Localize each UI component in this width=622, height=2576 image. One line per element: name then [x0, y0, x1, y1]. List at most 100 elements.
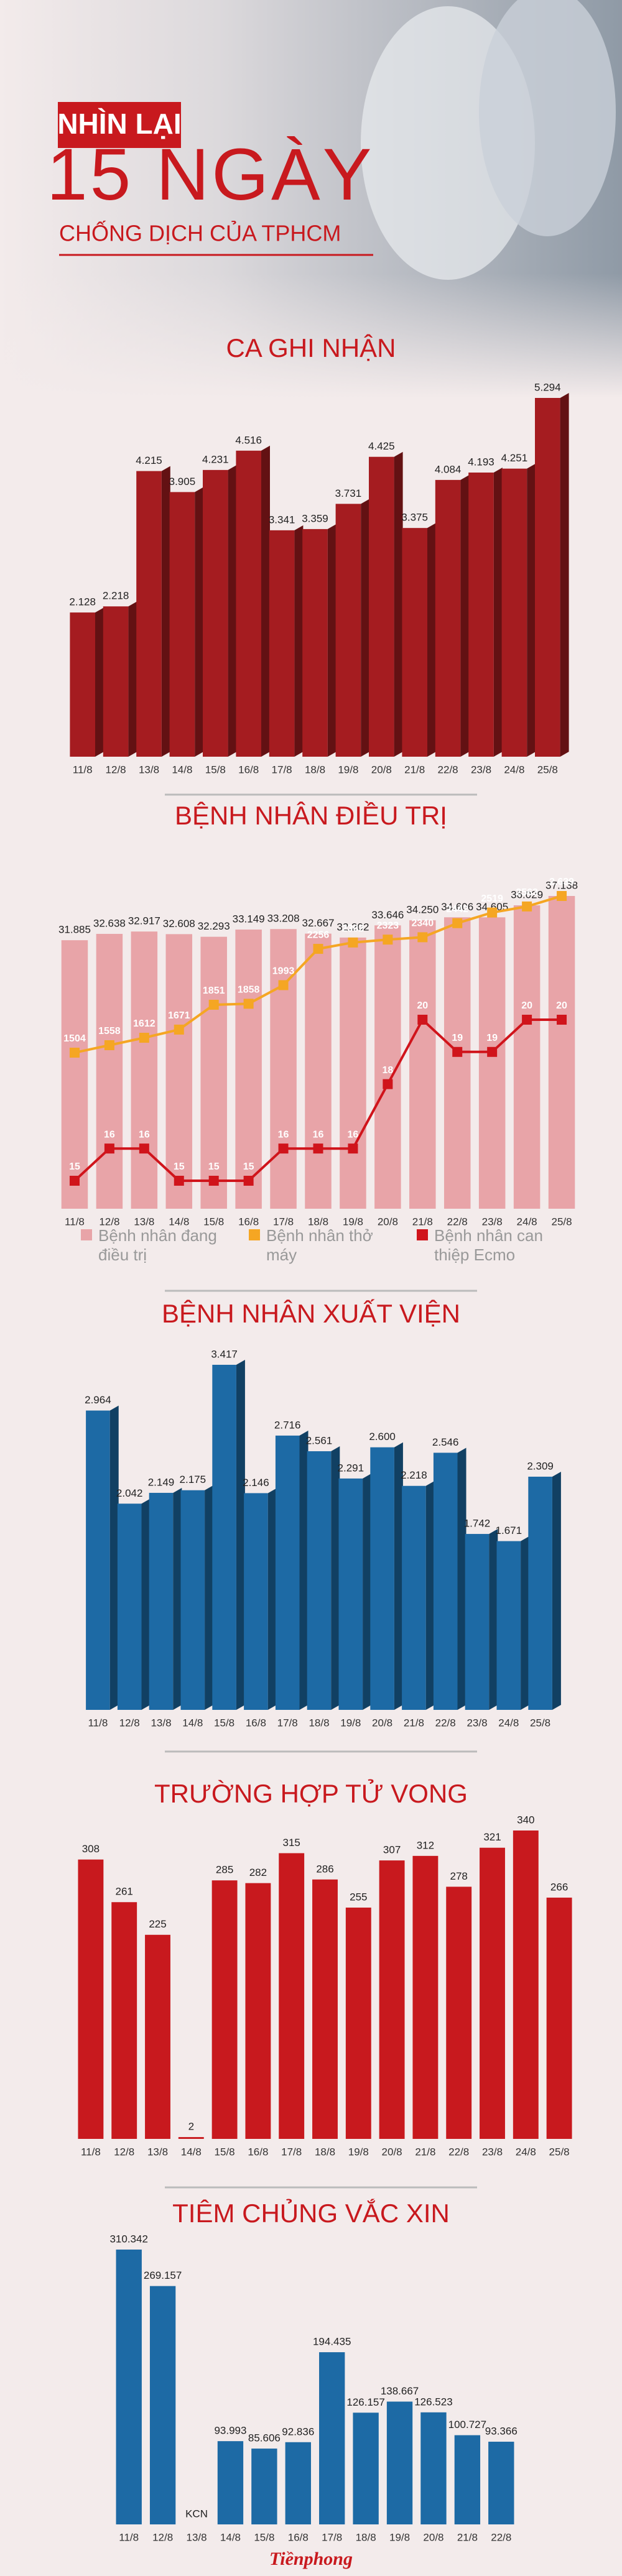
x-tick-label: 25/8 — [551, 1216, 572, 1227]
bar-side — [460, 474, 470, 757]
chart-title: TRƯỜNG HỢP TỬ VONG — [154, 1778, 468, 1808]
bar — [338, 1473, 372, 1710]
x-tick-label: 14/8 — [220, 2531, 241, 2543]
value-label: 321 — [483, 1831, 501, 1843]
bar-side — [95, 607, 104, 757]
bar-side — [427, 523, 436, 757]
bar — [217, 2441, 244, 2524]
value-label: 3.905 — [169, 476, 196, 487]
point-label: 15 — [174, 1161, 185, 1172]
bar-face — [340, 937, 366, 1209]
bar-face — [117, 1503, 142, 1710]
x-tick-label: 15/8 — [214, 1717, 234, 1729]
bar-face — [212, 1365, 236, 1710]
bar — [433, 1447, 466, 1710]
value-label: 32.202 — [337, 921, 369, 933]
point — [452, 918, 463, 928]
bar — [513, 905, 541, 1209]
bar-face — [136, 471, 162, 757]
chart-title: BỆNH NHÂN ĐIỀU TRỊ — [175, 801, 447, 830]
value-label: 31.885 — [58, 924, 91, 936]
bar — [275, 1430, 309, 1710]
x-tick-label: 24/8 — [516, 2146, 536, 2158]
bar-face — [370, 1447, 394, 1710]
x-tick-label: 21/8 — [412, 1216, 433, 1227]
bar-side — [109, 1405, 119, 1710]
value-label: 37.138 — [545, 879, 578, 891]
value-label: 1.742 — [464, 1518, 491, 1530]
bar — [319, 2352, 345, 2524]
bar — [86, 1405, 119, 1710]
value-label: 126.523 — [414, 2396, 452, 2407]
value-label: 5.294 — [534, 381, 561, 393]
point-label: 19 — [486, 1033, 498, 1043]
bar — [145, 1934, 170, 2139]
value-label: 4.215 — [136, 455, 162, 466]
value-label: 2.600 — [369, 1431, 396, 1443]
bar-face — [217, 2441, 244, 2524]
x-tick-label: 15/8 — [205, 764, 226, 775]
bar-face — [369, 456, 394, 757]
bar — [111, 1902, 137, 2139]
bar — [312, 1879, 338, 2139]
value-label: 34.606 — [441, 901, 473, 913]
x-tick-label: 12/8 — [119, 1717, 140, 1729]
bar-side — [552, 1471, 561, 1710]
bar-side — [363, 1473, 372, 1710]
bar — [370, 1442, 403, 1710]
bar-side — [394, 1442, 403, 1710]
chart-title: CA GHI NHẬN — [226, 333, 396, 362]
value-label: 2.561 — [306, 1435, 333, 1447]
bar-face — [312, 1879, 338, 2139]
bar-side — [527, 463, 536, 757]
value-label: 315 — [283, 1837, 300, 1849]
bar-face — [96, 933, 123, 1209]
bar — [386, 2401, 413, 2524]
value-label: 3.731 — [335, 487, 362, 499]
point-label: 2256 — [307, 930, 330, 940]
point — [452, 1046, 463, 1057]
bar — [488, 2442, 514, 2524]
bar — [70, 607, 104, 757]
bar — [435, 474, 470, 757]
legend-swatch — [249, 1229, 260, 1240]
bar-face — [61, 940, 88, 1209]
bar-face — [131, 931, 158, 1209]
x-tick-label: 20/8 — [378, 1216, 398, 1227]
bar-side — [457, 1447, 466, 1710]
x-tick-label: 19/8 — [338, 764, 358, 775]
bar-face — [465, 1534, 490, 1710]
point — [69, 1048, 80, 1058]
bar-face — [338, 1478, 363, 1710]
point — [104, 1143, 114, 1154]
x-tick-label: 25/8 — [530, 1717, 550, 1729]
kicker-box — [58, 102, 181, 148]
bar-side — [521, 1536, 530, 1710]
bar — [245, 1883, 271, 2139]
point — [557, 891, 567, 901]
bar — [131, 931, 158, 1209]
bar-face — [116, 2250, 142, 2524]
x-tick-label: 13/8 — [134, 1216, 154, 1227]
bar — [353, 2412, 379, 2524]
bar-face — [285, 2442, 311, 2524]
value-label: 4.425 — [368, 440, 395, 452]
x-tick-label: 11/8 — [88, 1717, 108, 1729]
value-label: 33.208 — [267, 913, 300, 925]
bar — [412, 1855, 439, 2139]
value-label: 286 — [316, 1863, 333, 1875]
bar-face — [103, 606, 129, 757]
x-tick-label: 25/8 — [537, 764, 558, 775]
value-label: 93.993 — [214, 2425, 246, 2437]
bar-face — [200, 936, 227, 1209]
bar-face — [169, 492, 195, 757]
x-tick-label: 14/8 — [181, 2146, 202, 2158]
x-tick-label: 22/8 — [491, 2531, 511, 2543]
value-label: 4.516 — [235, 434, 262, 446]
bar-side — [228, 464, 237, 757]
legend-item: Bệnh nhân đang điều trị — [81, 1226, 230, 1265]
value-label: 308 — [82, 1843, 100, 1855]
bar-face — [468, 472, 494, 757]
x-tick-label: 19/8 — [340, 1717, 361, 1729]
bar — [200, 936, 227, 1209]
